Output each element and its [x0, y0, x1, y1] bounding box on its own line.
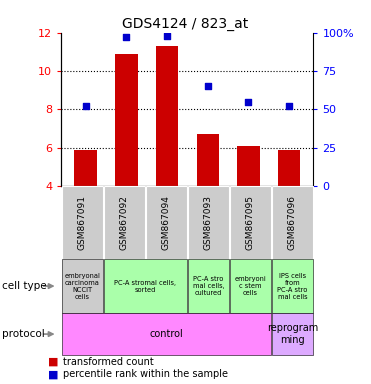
- Bar: [197, 134, 219, 186]
- Text: IPS cells
from
PC-A stro
mal cells: IPS cells from PC-A stro mal cells: [277, 273, 308, 300]
- Text: PC-A stro
mal cells,
cultured: PC-A stro mal cells, cultured: [193, 276, 224, 296]
- Point: [123, 34, 129, 40]
- Point: [164, 33, 170, 39]
- Text: transformed count: transformed count: [63, 357, 154, 367]
- Point: [286, 103, 292, 109]
- Text: GDS4124 / 823_at: GDS4124 / 823_at: [122, 17, 249, 31]
- Point: [83, 103, 89, 109]
- Text: GSM867092: GSM867092: [120, 195, 129, 250]
- Text: GSM867091: GSM867091: [78, 195, 87, 250]
- Text: embryonal
carcinoma
NCCIT
cells: embryonal carcinoma NCCIT cells: [64, 273, 100, 300]
- Point: [205, 83, 211, 89]
- Text: GSM867094: GSM867094: [162, 195, 171, 250]
- Text: cell type: cell type: [2, 281, 46, 291]
- Text: reprogram
ming: reprogram ming: [267, 323, 318, 345]
- Bar: [75, 150, 97, 186]
- Text: GSM867093: GSM867093: [204, 195, 213, 250]
- Bar: [237, 146, 260, 186]
- Bar: [156, 46, 178, 186]
- Bar: [278, 150, 300, 186]
- Text: protocol: protocol: [2, 329, 45, 339]
- Text: control: control: [150, 329, 183, 339]
- Text: ■: ■: [48, 357, 59, 367]
- Text: GSM867095: GSM867095: [246, 195, 255, 250]
- Text: PC-A stromal cells,
sorted: PC-A stromal cells, sorted: [114, 280, 176, 293]
- Point: [246, 99, 252, 105]
- Text: embryoni
c stem
cells: embryoni c stem cells: [234, 276, 266, 296]
- Text: percentile rank within the sample: percentile rank within the sample: [63, 369, 228, 379]
- Bar: [115, 54, 138, 186]
- Text: ■: ■: [48, 369, 59, 379]
- Text: GSM867096: GSM867096: [288, 195, 297, 250]
